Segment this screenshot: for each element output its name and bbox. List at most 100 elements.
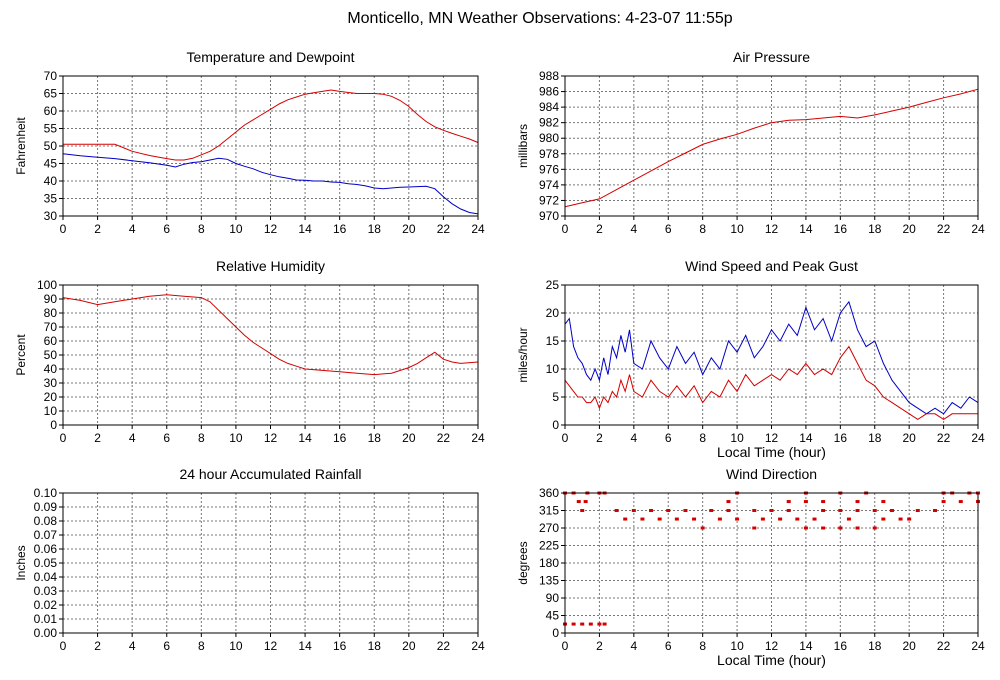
pressure-xtick-label: 24 [971, 222, 985, 236]
humidity-xtick-label: 12 [264, 431, 278, 445]
temperature-ytick-label: 65 [44, 87, 58, 101]
temperature-ytick-label: 40 [44, 174, 58, 188]
humidity-xtick-label: 2 [94, 431, 101, 445]
humidity-series-0 [62, 294, 479, 376]
wind_speed-series-1 [564, 345, 978, 420]
wind_speed-ytick-label: 15 [546, 334, 560, 348]
rainfall-ytick-label: 0.08 [34, 514, 58, 528]
temperature-series-1 [62, 153, 479, 215]
humidity-xtick-label: 0 [60, 431, 67, 445]
rainfall-ytick-label: 0.06 [34, 542, 58, 556]
wind_direction-point [597, 622, 602, 626]
rainfall-xtick-label: 18 [368, 639, 382, 653]
wind_direction-point [666, 509, 671, 512]
pressure-xtick-label: 16 [834, 222, 848, 236]
temperature-xtick-label: 0 [60, 222, 67, 236]
pressure-xtick-label: 18 [868, 222, 882, 236]
pressure-xtick-label: 6 [665, 222, 672, 236]
wind_direction-point [580, 509, 585, 512]
temperature-xtick-label: 22 [437, 222, 451, 236]
wind_speed-xtick-label: 24 [971, 431, 985, 445]
rainfall-xtick-label: 10 [229, 639, 243, 653]
rainfall-xtick-label: 22 [437, 639, 451, 653]
pressure-xtick-label: 4 [630, 222, 637, 236]
wind_direction-ytick-label: 270 [539, 521, 559, 535]
wind_direction-point [786, 509, 791, 512]
wind_direction-point [881, 517, 886, 521]
wind_direction-point [649, 509, 654, 512]
humidity-ytick-label: 30 [44, 376, 58, 390]
humidity-xtick-label: 14 [298, 431, 312, 445]
pressure-ytick-label: 988 [539, 69, 559, 83]
wind_direction-xtick-label: 24 [971, 639, 985, 653]
wind_direction-point [760, 517, 765, 521]
wind_speed-xtick-label: 20 [902, 431, 916, 445]
wind_direction-point [898, 517, 903, 521]
rainfall-title: 24 hour Accumulated Rainfall [179, 466, 361, 482]
wind_direction-point [769, 509, 774, 512]
wind_direction-point [717, 517, 722, 521]
rainfall-xtick-label: 8 [198, 639, 205, 653]
wind_direction-point [932, 509, 937, 512]
pressure-ylabel: millibars [516, 124, 530, 168]
humidity-ytick-label: 60 [44, 334, 58, 348]
wind_direction-point [855, 509, 860, 512]
wind_direction-point [583, 500, 588, 504]
temperature-ytick-label: 55 [44, 122, 58, 136]
wind_direction-point [907, 517, 912, 521]
wind_direction-point [735, 517, 740, 521]
pressure-xtick-label: 20 [902, 222, 916, 236]
rainfall-xtick-label: 4 [129, 639, 136, 653]
temperature-xtick-label: 24 [471, 222, 485, 236]
pressure-xtick-label: 0 [562, 222, 569, 236]
wind_speed-xtick-label: 8 [699, 431, 706, 445]
wind_direction-point [700, 526, 705, 530]
humidity-ytick-label: 90 [44, 292, 58, 306]
wind_direction-ytick-label: 360 [539, 486, 559, 500]
rainfall-ytick-label: 0.00 [34, 626, 58, 640]
wind_direction-xlabel: Local Time (hour) [717, 652, 826, 668]
rainfall-ytick-label: 0.04 [34, 570, 58, 584]
temperature-xtick-label: 14 [298, 222, 312, 236]
temperature-ytick-label: 70 [44, 69, 58, 83]
wind_direction-xtick-label: 14 [799, 639, 813, 653]
wind_direction-ytick-label: 90 [546, 591, 560, 605]
temperature-xtick-label: 10 [229, 222, 243, 236]
pressure-xtick-label: 2 [596, 222, 603, 236]
temperature-xtick-label: 2 [94, 222, 101, 236]
wind_direction-point [786, 500, 791, 504]
temperature-ytick-label: 45 [44, 157, 58, 171]
rainfall-xtick-label: 6 [163, 639, 170, 653]
humidity-xtick-label: 16 [333, 431, 347, 445]
temperature-ylabel: Fahrenheit [14, 117, 28, 175]
wind_direction-ytick-label: 135 [539, 574, 559, 588]
temperature-ytick-label: 50 [44, 139, 58, 153]
humidity-ytick-label: 100 [37, 278, 57, 292]
page-title: Monticello, MN Weather Observations: 4-2… [347, 10, 732, 27]
wind_speed-xlabel: Local Time (hour) [717, 444, 826, 460]
wind_direction-point [889, 509, 894, 512]
wind_speed-xtick-label: 22 [937, 431, 951, 445]
wind_direction-point [855, 500, 860, 504]
wind_direction-point [571, 622, 576, 626]
humidity-ytick-label: 20 [44, 390, 58, 404]
humidity-xtick-label: 24 [471, 431, 485, 445]
wind_direction-ylabel: degrees [516, 541, 530, 584]
wind_direction-title: Wind Direction [726, 466, 817, 482]
wind_direction-point [881, 500, 886, 504]
wind_speed-ytick-label: 25 [546, 278, 560, 292]
wind_direction-xtick-label: 18 [868, 639, 882, 653]
wind_direction-point [915, 509, 920, 512]
wind_direction-point [602, 622, 607, 626]
humidity-ytick-label: 40 [44, 362, 58, 376]
temperature-xtick-label: 6 [163, 222, 170, 236]
wind_direction-point [726, 509, 731, 512]
humidity-ytick-label: 80 [44, 306, 58, 320]
pressure-ytick-label: 980 [539, 131, 559, 145]
wind_direction-xtick-label: 20 [902, 639, 916, 653]
wind_direction-ytick-label: 225 [539, 539, 559, 553]
rainfall-ytick-label: 0.03 [34, 584, 58, 598]
